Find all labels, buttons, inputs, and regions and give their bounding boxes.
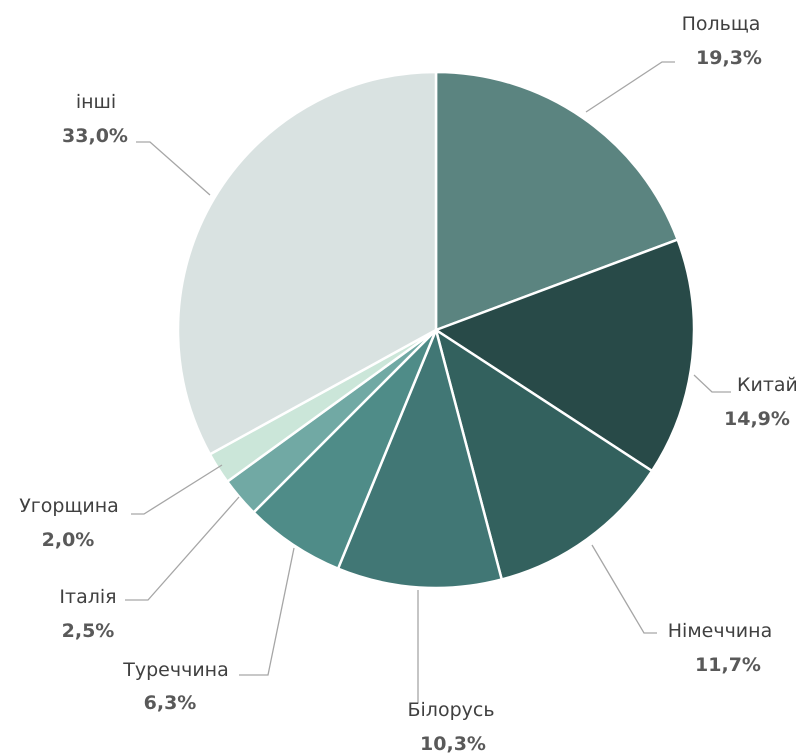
slice-value-poland: 19,3%: [696, 47, 762, 69]
pie-slice-germany: [433, 327, 654, 582]
slice-label-germany: Німеччина: [668, 620, 772, 642]
slice-label-china: Китай: [737, 374, 796, 396]
leader-line-china: [693, 374, 731, 393]
leader-line-turkey: [239, 547, 295, 676]
leader-line-other: [136, 141, 211, 196]
leader-lines: [125, 61, 731, 703]
pie-slice-other: [176, 70, 438, 456]
slice-value-belarus: 10,3%: [420, 733, 486, 754]
slice-value-turkey: 6,3%: [144, 692, 197, 714]
slice-value-other: 33,0%: [62, 125, 128, 147]
slice-label-belarus: Білорусь: [407, 699, 494, 721]
slice-label-other: інші: [76, 91, 116, 113]
slice-value-germany: 11,7%: [695, 654, 761, 676]
pie-slice-belarus: [336, 326, 504, 590]
leader-line-hungary: [131, 464, 223, 515]
slice-label-turkey: Туреччина: [122, 659, 228, 681]
slice-label-hungary: Угорщина: [19, 495, 119, 517]
leader-line-poland: [585, 61, 675, 113]
slice-value-china: 14,9%: [724, 408, 790, 430]
leader-line-germany: [591, 544, 657, 634]
slice-label-poland: Польща: [682, 13, 761, 35]
leader-line-italy: [125, 496, 240, 601]
pie-slice-china: [433, 237, 696, 473]
slice-value-hungary: 2,0%: [42, 529, 95, 551]
pie-slices: [176, 70, 696, 590]
slice-label-italy: Італія: [59, 586, 116, 608]
slice-value-italy: 2,5%: [62, 620, 115, 642]
pie-slice-poland: [434, 70, 680, 332]
